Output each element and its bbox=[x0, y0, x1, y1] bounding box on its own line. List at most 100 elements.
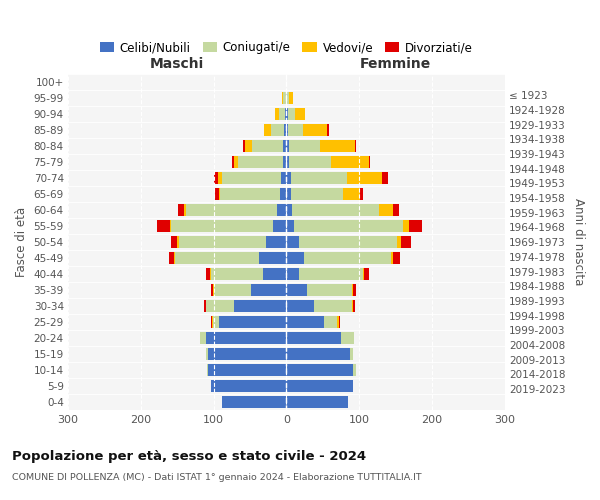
Bar bbox=[211, 268, 263, 280]
Bar bbox=[327, 124, 329, 136]
Bar bbox=[353, 300, 355, 312]
Bar bbox=[283, 140, 286, 152]
Bar bbox=[273, 220, 286, 232]
Bar bbox=[299, 268, 363, 280]
Bar bbox=[379, 204, 392, 216]
Bar bbox=[353, 364, 356, 376]
Bar bbox=[244, 140, 245, 152]
Bar bbox=[169, 252, 174, 264]
Bar bbox=[286, 92, 287, 104]
Bar bbox=[286, 236, 299, 248]
Bar bbox=[337, 316, 339, 328]
Bar bbox=[263, 268, 286, 280]
Text: COMUNE DI POLLENZA (MC) - Dati ISTAT 1° gennaio 2024 - Elaborazione TUTTITALIA.I: COMUNE DI POLLENZA (MC) - Dati ISTAT 1° … bbox=[12, 472, 422, 482]
Bar bbox=[264, 124, 271, 136]
Bar bbox=[289, 140, 320, 152]
Bar bbox=[214, 284, 251, 296]
Bar bbox=[222, 396, 286, 408]
Bar bbox=[286, 188, 290, 200]
Bar bbox=[232, 156, 234, 168]
Text: Popolazione per età, sesso e stato civile - 2024: Popolazione per età, sesso e stato civil… bbox=[12, 450, 366, 463]
Bar bbox=[177, 236, 179, 248]
Bar bbox=[206, 332, 286, 344]
Bar bbox=[355, 140, 356, 152]
Bar bbox=[286, 348, 350, 360]
Bar bbox=[214, 172, 218, 184]
Bar bbox=[234, 300, 286, 312]
Bar bbox=[281, 172, 286, 184]
Bar bbox=[206, 300, 234, 312]
Bar bbox=[324, 316, 337, 328]
Bar bbox=[368, 156, 370, 168]
Bar bbox=[218, 188, 220, 200]
Bar bbox=[266, 236, 286, 248]
Bar bbox=[353, 284, 356, 296]
Bar bbox=[279, 108, 285, 120]
Bar bbox=[286, 220, 293, 232]
Bar bbox=[245, 140, 252, 152]
Bar bbox=[403, 220, 409, 232]
Bar bbox=[286, 108, 288, 120]
Bar bbox=[286, 316, 324, 328]
Bar bbox=[286, 156, 289, 168]
Bar bbox=[211, 284, 213, 296]
Bar bbox=[347, 172, 382, 184]
Bar bbox=[211, 380, 286, 392]
Bar bbox=[286, 268, 299, 280]
Bar bbox=[283, 92, 286, 104]
Bar bbox=[391, 252, 393, 264]
Bar bbox=[271, 124, 284, 136]
Bar bbox=[382, 172, 388, 184]
Bar bbox=[179, 236, 266, 248]
Bar bbox=[287, 92, 289, 104]
Text: Femmine: Femmine bbox=[360, 57, 431, 71]
Bar bbox=[286, 300, 314, 312]
Bar bbox=[170, 220, 172, 232]
Bar bbox=[299, 236, 397, 248]
Bar bbox=[286, 380, 353, 392]
Bar bbox=[363, 268, 364, 280]
Bar bbox=[401, 236, 411, 248]
Bar bbox=[392, 204, 399, 216]
Bar bbox=[206, 268, 210, 280]
Bar bbox=[238, 156, 283, 168]
Bar bbox=[283, 156, 286, 168]
Bar bbox=[341, 332, 354, 344]
Bar bbox=[218, 172, 221, 184]
Bar bbox=[157, 220, 170, 232]
Bar bbox=[290, 172, 347, 184]
Bar bbox=[303, 124, 327, 136]
Bar bbox=[314, 300, 352, 312]
Bar bbox=[364, 268, 369, 280]
Bar bbox=[207, 364, 208, 376]
Bar bbox=[186, 204, 277, 216]
Bar bbox=[252, 140, 283, 152]
Bar bbox=[288, 108, 295, 120]
Y-axis label: Anni di nascita: Anni di nascita bbox=[572, 198, 585, 286]
Bar bbox=[286, 284, 307, 296]
Bar bbox=[289, 124, 303, 136]
Y-axis label: Fasce di età: Fasce di età bbox=[15, 207, 28, 277]
Bar bbox=[212, 316, 213, 328]
Bar bbox=[286, 172, 290, 184]
Bar bbox=[286, 364, 353, 376]
Bar bbox=[286, 140, 289, 152]
Bar bbox=[259, 252, 286, 264]
Bar bbox=[286, 204, 292, 216]
Bar bbox=[409, 220, 422, 232]
Bar bbox=[174, 252, 175, 264]
Bar bbox=[286, 332, 341, 344]
Bar bbox=[285, 108, 286, 120]
Bar bbox=[220, 316, 286, 328]
Bar bbox=[289, 92, 293, 104]
Bar bbox=[175, 252, 259, 264]
Bar bbox=[307, 284, 352, 296]
Bar bbox=[284, 124, 286, 136]
Bar bbox=[292, 204, 379, 216]
Text: Maschi: Maschi bbox=[150, 57, 204, 71]
Bar bbox=[320, 140, 355, 152]
Legend: Celibi/Nubili, Coniugati/e, Vedovi/e, Divorziati/e: Celibi/Nubili, Coniugati/e, Vedovi/e, Di… bbox=[95, 36, 478, 59]
Bar bbox=[331, 156, 368, 168]
Bar bbox=[184, 204, 186, 216]
Bar bbox=[293, 220, 403, 232]
